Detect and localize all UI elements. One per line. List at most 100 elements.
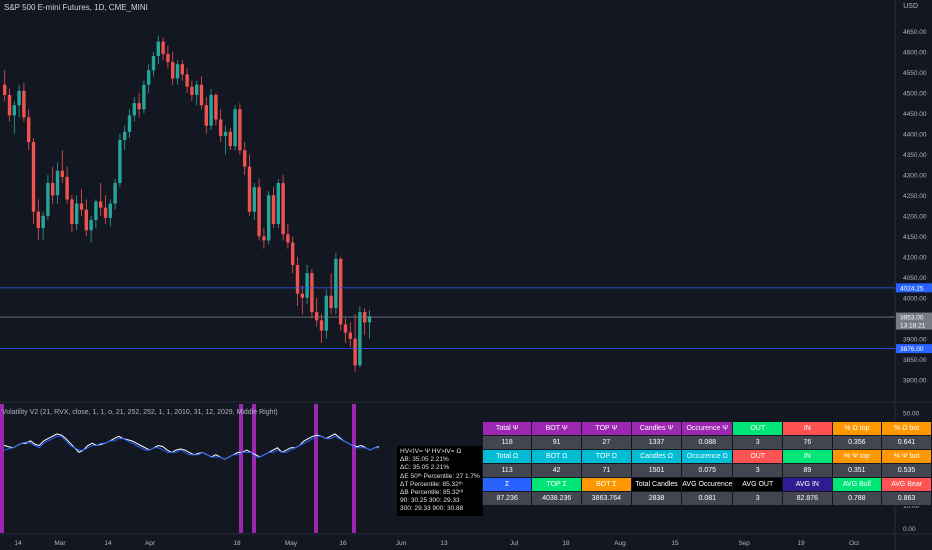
candle-body bbox=[190, 86, 194, 95]
stats-row: Total Ψ BOT Ψ TOP Ψ Candles Ψ Occurence Ψ OUT… bbox=[481, 421, 932, 436]
candle-body bbox=[108, 203, 112, 218]
candle-body bbox=[161, 41, 165, 54]
candle-body bbox=[75, 203, 79, 225]
candle-body bbox=[199, 84, 204, 106]
candle-body bbox=[214, 94, 218, 120]
stats-cell: Candles Ω bbox=[630, 449, 683, 464]
candle-body bbox=[127, 115, 132, 132]
price-tick-label: 4300.00 bbox=[903, 172, 927, 179]
volatility-highlight bbox=[239, 404, 243, 533]
stats-cell: AVG OUT bbox=[732, 477, 784, 492]
stats-cell: IN bbox=[782, 449, 833, 464]
price-tick-label: 4550.00 bbox=[903, 70, 927, 77]
candle-body bbox=[123, 131, 127, 140]
vol-tick-label: 0.00 bbox=[903, 526, 916, 533]
volatility-legend: HV<IV= Ψ HV>IV= Ω ΔB: 35.05 2.21% ΔC: 35… bbox=[397, 446, 483, 516]
stats-cell: 2838 bbox=[630, 491, 683, 506]
stats-table: Total Ψ BOT Ψ TOP Ψ Candles Ψ Occurence Ψ OUT… bbox=[481, 421, 932, 506]
price-level-label: 3876.00 bbox=[900, 346, 924, 353]
stats-cell: TOP Σ bbox=[531, 477, 583, 492]
stats-cell: Candles Ψ bbox=[630, 421, 683, 436]
candle-body bbox=[315, 312, 319, 321]
price-tick-label: 4400.00 bbox=[903, 131, 927, 138]
candle-body bbox=[151, 55, 156, 71]
price-level-tag bbox=[896, 344, 932, 354]
time-tick-label: 18 bbox=[233, 540, 241, 547]
candle-body bbox=[343, 324, 348, 333]
candle-body bbox=[55, 170, 60, 196]
candle-body bbox=[60, 170, 64, 177]
indicator-title: Volatility V2 (21, RVX, close, 1, 1, o, … bbox=[2, 409, 278, 416]
candle-body bbox=[175, 64, 180, 79]
time-tick-label: 15 bbox=[671, 540, 679, 547]
price-level-label: 3953.00 bbox=[900, 315, 924, 322]
price-tick-label: 4450.00 bbox=[903, 111, 927, 118]
candle-body bbox=[195, 84, 199, 95]
candle-body bbox=[281, 183, 285, 235]
stats-cell: Total Candles bbox=[630, 477, 683, 492]
time-tick-label: 19 bbox=[797, 540, 805, 547]
volatility-highlight bbox=[0, 404, 4, 533]
time-tick-label: 14 bbox=[14, 540, 22, 547]
stats-cell: AVG IN bbox=[782, 477, 833, 492]
candle-body bbox=[142, 84, 146, 110]
candle-body bbox=[113, 183, 117, 204]
candle-body bbox=[51, 183, 55, 196]
stats-cell: 27 bbox=[581, 435, 632, 450]
stats-cell: OUT bbox=[732, 421, 784, 436]
volatility-highlight bbox=[314, 404, 318, 533]
stats-cell: 71 bbox=[581, 463, 632, 478]
symbol-title: S&P 500 E-mini Futures, 1D, CME_MINI bbox=[4, 3, 148, 12]
stats-cell: 3 bbox=[732, 435, 784, 450]
price-level-label: 4024.25 bbox=[900, 285, 924, 292]
price-level-sublabel: 13:18:21 bbox=[900, 323, 926, 330]
legend-line: ΔC: 35.05 2.21% bbox=[400, 464, 450, 472]
stats-cell: 3863.764 bbox=[581, 491, 632, 506]
candle-body bbox=[94, 201, 98, 220]
stats-cell: % Ψ top bbox=[831, 449, 883, 464]
stats-cell: TOP Ψ bbox=[581, 421, 632, 436]
stats-row: Σ TOP Σ BOT Σ Total Candles AVG Occurence AVG… bbox=[481, 477, 932, 492]
time-tick-label: Apr bbox=[145, 540, 156, 547]
candle-body bbox=[118, 140, 122, 184]
candle-body bbox=[353, 338, 357, 366]
candle-body bbox=[329, 295, 333, 309]
stats-row: 87.236 4038.236 3863.764 2838 0.081 3 82.876 0.… bbox=[481, 491, 932, 506]
price-tick-label: 3850.00 bbox=[903, 357, 927, 364]
candle-body bbox=[180, 64, 184, 75]
candle-body bbox=[156, 41, 160, 56]
volatility-line-white bbox=[3, 433, 380, 460]
candle-body bbox=[300, 293, 304, 298]
price-tick-label: 3800.00 bbox=[903, 377, 927, 384]
candle-body bbox=[132, 103, 136, 116]
stats-cell: AVG Occurence bbox=[681, 477, 734, 492]
candle-body bbox=[12, 105, 16, 116]
legend-line: ΔB Percentile: 85.32ᵗʰ bbox=[400, 489, 464, 497]
stats-cell: 118 bbox=[481, 435, 533, 450]
stats-cell: Occurence Ψ bbox=[681, 421, 734, 436]
candle-body bbox=[7, 94, 12, 116]
candle-body bbox=[238, 109, 242, 151]
candle-body bbox=[41, 215, 45, 229]
candle-body bbox=[79, 203, 84, 210]
stats-cell: BOT Ψ bbox=[531, 421, 583, 436]
price-tick-label: 4150.00 bbox=[903, 234, 927, 241]
candle-body bbox=[305, 273, 309, 298]
stats-cell: 0.641 bbox=[881, 435, 932, 450]
time-tick-label: Aug bbox=[614, 540, 626, 547]
stats-cell: 0.075 bbox=[681, 463, 734, 478]
stats-cell: 0.863 bbox=[881, 491, 932, 506]
stats-cell: 3 bbox=[732, 463, 784, 478]
stats-cell: % Ω top bbox=[831, 421, 883, 436]
candle-body bbox=[262, 236, 266, 241]
candle-body bbox=[358, 312, 362, 366]
candle-body bbox=[348, 332, 352, 339]
candle-body bbox=[89, 219, 93, 231]
stats-cell: 0.356 bbox=[831, 435, 883, 450]
time-tick-label: May bbox=[285, 540, 298, 547]
price-tick-label: 4050.00 bbox=[903, 275, 927, 282]
candle-body bbox=[209, 94, 213, 126]
stats-cell: OUT bbox=[732, 449, 784, 464]
price-level-tag bbox=[896, 283, 932, 293]
